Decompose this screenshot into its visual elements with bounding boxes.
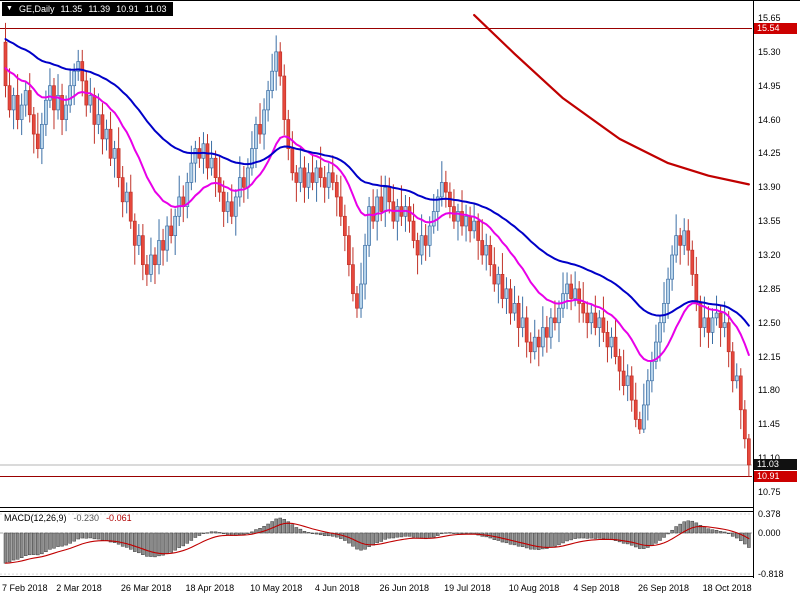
price-axis-label: 15.65 <box>758 13 781 23</box>
date-axis-label: 4 Sep 2018 <box>573 583 620 593</box>
price-axis-label: 13.20 <box>758 250 781 260</box>
ma-long-line <box>473 13 750 186</box>
ohlc-low: 10.91 <box>116 4 139 14</box>
macd-main-value: -0.230 <box>73 513 100 523</box>
price-axis-label: 12.50 <box>758 317 781 328</box>
price-axis-label: 14.60 <box>758 114 781 125</box>
price-tag-support: 10.91 <box>754 471 797 483</box>
ohlc-close: 11.03 <box>144 4 167 14</box>
price-axis-label: 10.75 <box>758 487 781 497</box>
date-axis-label: 18 Oct 2018 <box>702 583 752 593</box>
price-scale[interactable]: 15.65 15.30 14.95 14.60 14.25 13.90 13.55 13.20… <box>754 0 800 580</box>
price-tag-current: 11.03 <box>754 459 797 471</box>
date-axis-label: 2 Mar 2018 <box>56 583 102 593</box>
symbol-info-box[interactable]: ▼ GE,Daily 11.35 11.39 10.91 11.03 <box>2 2 173 16</box>
price-axis-label: 13.90 <box>758 182 781 193</box>
date-axis-label: 26 Mar 2018 <box>120 583 172 593</box>
candles-layer <box>3 22 751 477</box>
price-axis-label: 13.55 <box>758 216 781 227</box>
date-axis-label: 18 Apr 2018 <box>185 583 235 593</box>
macd-axis-label: 0.378 <box>758 509 781 520</box>
price-tag-resistance: 15.54 <box>754 23 797 35</box>
ohlc-open: 11.35 <box>60 4 83 14</box>
macd-axis-label: -0.818 <box>758 569 784 580</box>
date-axis-label: 10 Aug 2018 <box>508 583 560 593</box>
price-axis-label: 14.25 <box>758 148 781 159</box>
macd-histogram <box>3 517 751 564</box>
window-border <box>0 0 800 1</box>
price-axis-label: 12.15 <box>758 351 781 362</box>
chart-dropdown-icon[interactable]: ▼ <box>6 5 13 12</box>
date-axis-label: 26 Sep 2018 <box>638 583 690 593</box>
macd-indicator-label: MACD(12,26,9) -0.230 -0.061 <box>4 513 132 523</box>
scale-border <box>753 0 754 578</box>
macd-panel[interactable] <box>0 511 754 577</box>
date-axis-label: 19 Jul 2018 <box>444 583 491 593</box>
price-axis-label: 11.80 <box>758 385 780 396</box>
macd-signal-line <box>4 522 750 564</box>
price-axis-label: 11.10 <box>758 453 780 464</box>
ohlc-high: 11.39 <box>88 4 111 14</box>
price-axis-label: 14.95 <box>758 80 781 91</box>
price-axis-label: 15.30 <box>758 46 781 57</box>
price-axis-label: 11.45 <box>758 419 780 430</box>
date-axis-label: 26 Jun 2018 <box>379 583 429 593</box>
price-axis-label: 12.85 <box>758 283 781 294</box>
date-axis[interactable]: 7 Feb 2018 2 Mar 2018 26 Mar 2018 18 Apr 20… <box>0 582 800 596</box>
price-chart[interactable] <box>0 0 754 508</box>
symbol-label: GE,Daily <box>18 4 55 14</box>
macd-signal-value: -0.061 <box>106 513 132 523</box>
date-axis-label: 4 Jun 2018 <box>314 583 360 593</box>
macd-name: MACD(12,26,9) <box>4 513 67 523</box>
date-axis-label: 7 Feb 2018 <box>2 583 48 593</box>
macd-axis-label: 0.000 <box>758 528 781 538</box>
ma-slow-line <box>4 38 750 327</box>
ma-fast-line <box>4 67 750 362</box>
date-axis-label: 10 May 2018 <box>250 583 303 593</box>
